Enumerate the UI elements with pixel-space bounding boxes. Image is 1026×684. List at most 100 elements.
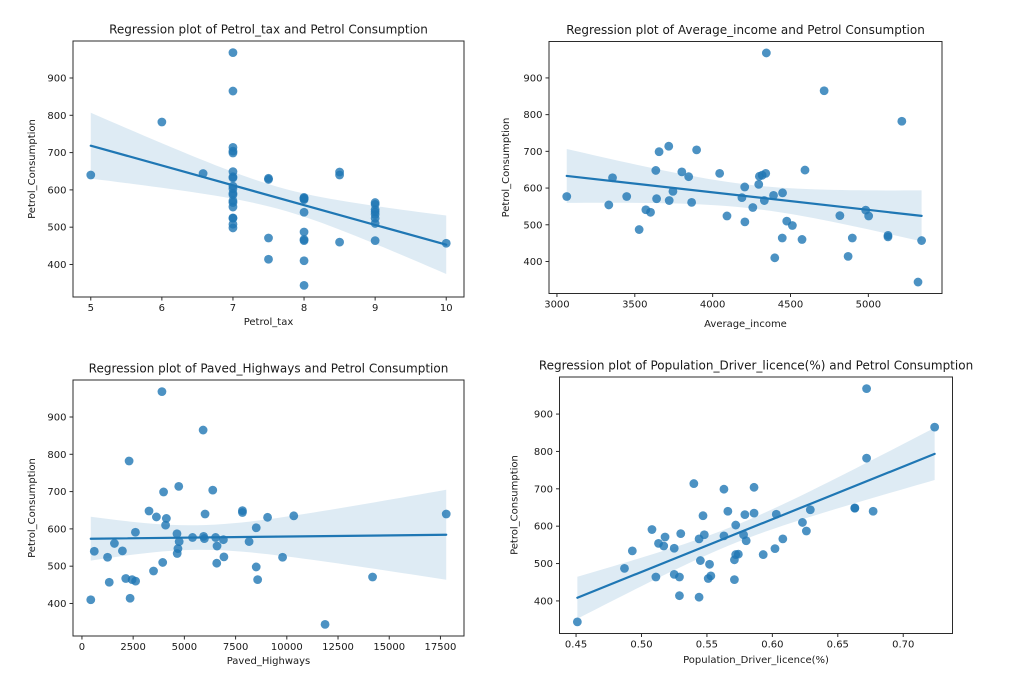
x-tick-label: 0.55 — [696, 640, 718, 651]
data-point — [335, 167, 344, 177]
data-point — [299, 227, 309, 237]
plot-title: Regression plot of Average_income and Pe… — [566, 23, 925, 37]
data-point — [917, 236, 926, 245]
data-point — [208, 485, 218, 495]
data-point — [604, 200, 614, 210]
data-point — [703, 574, 713, 583]
data-point — [652, 194, 661, 204]
data-point — [125, 593, 135, 603]
data-point — [228, 86, 238, 96]
data-point — [761, 48, 771, 58]
data-point — [699, 530, 709, 540]
data-point — [769, 191, 778, 200]
confidence-band-area — [90, 112, 447, 274]
data-point — [749, 508, 759, 518]
data-point — [244, 537, 254, 546]
data-point — [798, 518, 807, 527]
data-point — [758, 550, 768, 559]
data-point — [299, 256, 309, 266]
y-tick-label: 600 — [47, 524, 66, 535]
y-axis-label: Petrol_Consumption — [501, 118, 512, 218]
data-point — [158, 558, 168, 567]
data-point — [668, 186, 678, 196]
data-point — [144, 506, 154, 516]
data-point — [730, 575, 739, 585]
data-point — [198, 425, 208, 435]
data-point — [913, 277, 923, 287]
confidence-band-area — [90, 489, 447, 580]
x-tick-label: 6 — [159, 303, 165, 314]
y-tick-label: 500 — [534, 559, 553, 570]
data-point — [687, 197, 697, 207]
data-point — [654, 147, 664, 157]
x-tick-label: 3000 — [544, 300, 569, 311]
data-point — [660, 532, 670, 542]
data-point — [664, 141, 674, 151]
data-point — [264, 254, 273, 264]
data-point — [161, 514, 171, 523]
y-tick-label: 400 — [47, 260, 66, 271]
data-point — [719, 531, 729, 541]
data-point — [264, 233, 273, 243]
data-point — [622, 192, 632, 201]
x-tick-label: 5000 — [172, 642, 197, 653]
plot-title: Regression plot of Population_Driver_lic… — [539, 359, 973, 373]
data-point — [131, 527, 140, 537]
data-point — [723, 506, 733, 516]
data-point — [198, 169, 208, 178]
y-axis-ticks: 400 500 600 700 800 900 — [534, 410, 560, 607]
data-point — [228, 148, 238, 158]
data-point — [748, 203, 758, 212]
y-tick-label: 500 — [47, 223, 66, 234]
y-tick-label: 800 — [523, 110, 542, 121]
y-axis-ticks: 400 500 600 700 800 900 — [47, 73, 73, 271]
data-point — [172, 549, 182, 558]
data-point — [862, 453, 871, 463]
data-point — [897, 116, 907, 126]
data-point — [263, 512, 272, 522]
data-point — [110, 539, 119, 548]
data-point — [715, 168, 725, 178]
data-point — [211, 533, 220, 542]
y-tick-label: 400 — [47, 599, 66, 610]
x-tick-label: 4000 — [700, 300, 725, 311]
data-point — [647, 525, 657, 534]
y-tick-label: 800 — [534, 447, 553, 458]
data-point — [864, 211, 874, 221]
x-tick-label: 0.65 — [827, 640, 849, 651]
data-point — [251, 562, 261, 572]
data-point — [705, 559, 714, 569]
data-point — [103, 552, 112, 562]
x-tick-label: 0.70 — [892, 640, 914, 651]
y-tick-label: 400 — [523, 257, 542, 268]
scatter-points — [86, 387, 451, 629]
data-point — [684, 172, 694, 182]
data-point — [219, 535, 228, 545]
data-point — [675, 591, 684, 601]
data-point — [654, 538, 663, 548]
x-tick-label: 5000 — [856, 300, 881, 311]
data-point — [228, 213, 238, 223]
data-point — [722, 211, 732, 221]
data-point — [86, 170, 96, 180]
data-point — [335, 237, 344, 247]
data-point — [228, 181, 238, 191]
x-tick-label: 7 — [230, 303, 236, 314]
data-point — [174, 481, 184, 491]
data-point — [669, 543, 679, 553]
data-point — [797, 235, 807, 244]
x-tick-label: 3500 — [622, 300, 647, 311]
data-point — [299, 236, 309, 246]
y-axis-ticks: 400 500 600 700 800 900 — [523, 73, 549, 268]
y-axis-ticks: 400 500 600 700 800 900 — [47, 412, 73, 610]
data-point — [251, 523, 261, 533]
data-point — [770, 544, 780, 553]
data-point — [737, 193, 747, 203]
x-tick-label: 12500 — [322, 642, 354, 653]
data-point — [801, 526, 811, 536]
data-point — [620, 564, 629, 573]
data-point — [669, 569, 679, 579]
x-tick-label: 4500 — [778, 300, 803, 311]
data-point — [770, 253, 780, 263]
confidence-band — [90, 112, 447, 274]
